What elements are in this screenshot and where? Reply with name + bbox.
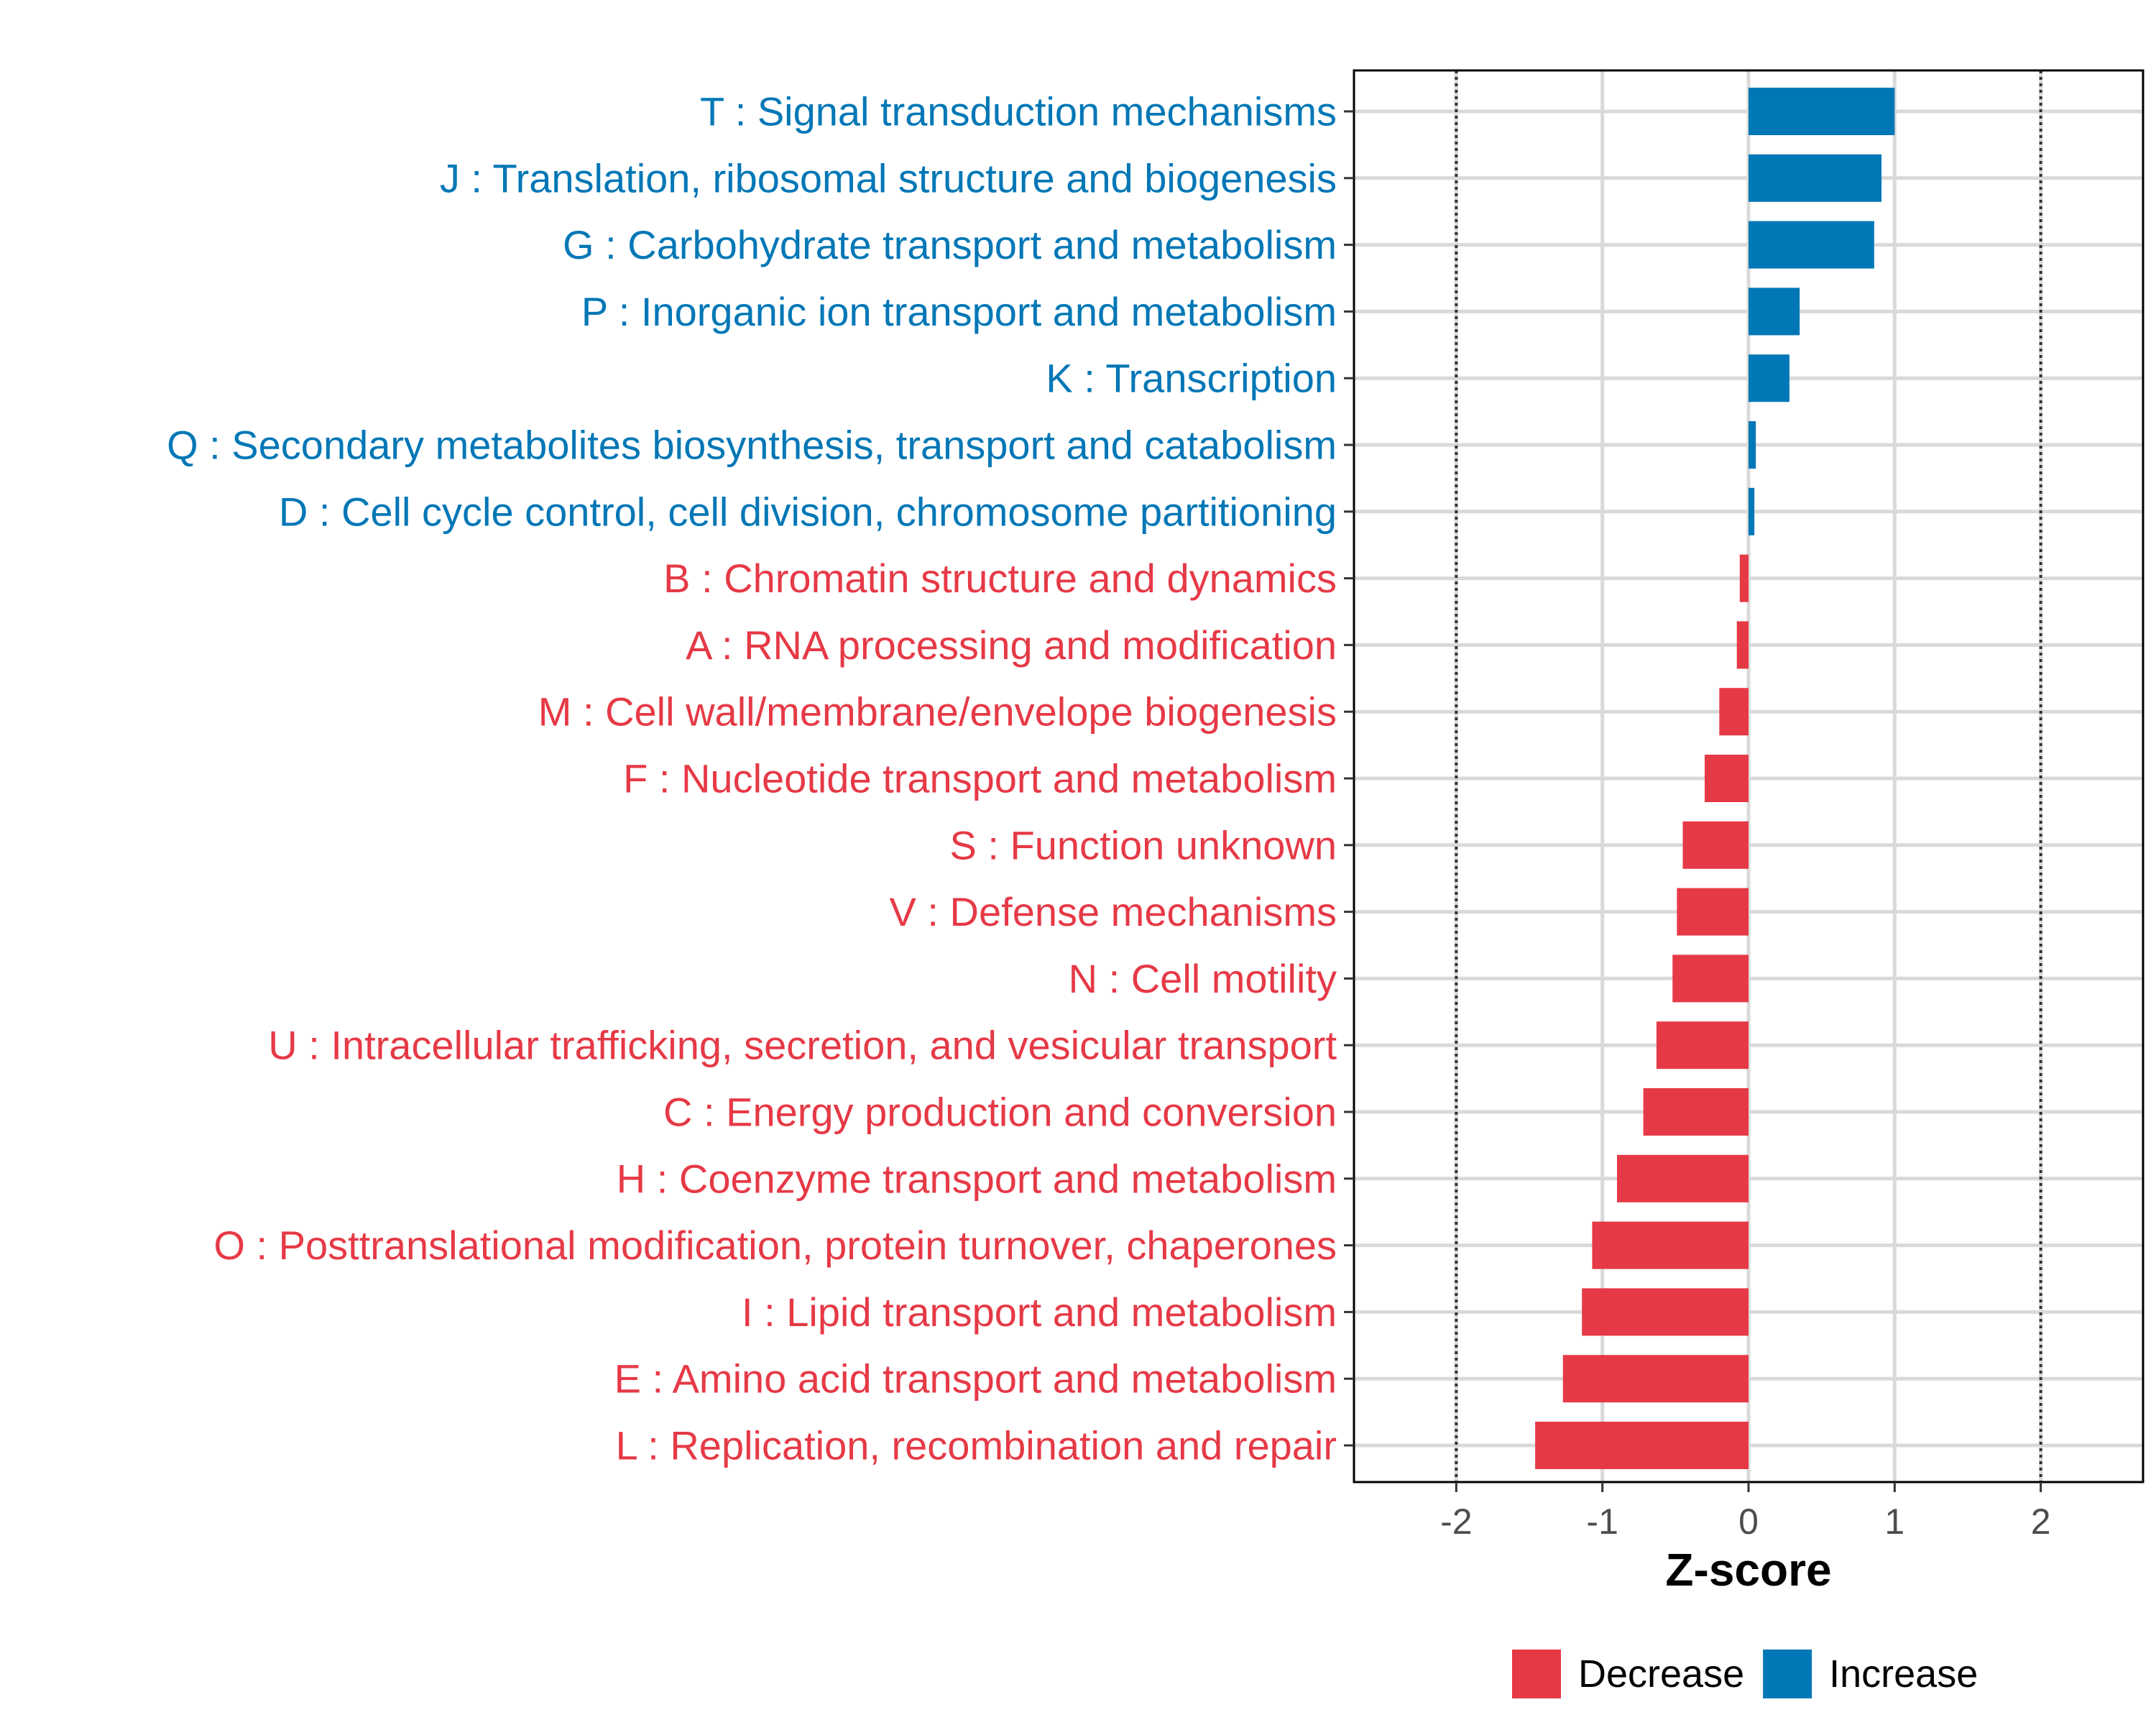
x-tick-label: 2: [2031, 1501, 2051, 1542]
bar: [1749, 221, 1874, 269]
category-label: I : Lipid transport and metabolism: [742, 1289, 1337, 1335]
x-tick-label: -2: [1440, 1501, 1472, 1542]
category-label: O : Posttranslational modification, prot…: [213, 1223, 1337, 1268]
category-label: F : Nucleotide transport and metabolism: [623, 756, 1337, 801]
category-label: C : Energy production and conversion: [663, 1090, 1337, 1135]
y-axis-category-labels: T : Signal transduction mechanisms J : Tr…: [167, 89, 1337, 1468]
category-label: T : Signal transduction mechanisms: [700, 89, 1337, 134]
bar: [1682, 821, 1749, 869]
bar: [1656, 1021, 1749, 1070]
category-label: L : Replication, recombination and repai…: [616, 1423, 1337, 1468]
legend-swatch-increase: [1763, 1650, 1812, 1698]
category-label: A : RNA processing and modification: [686, 622, 1337, 668]
legend: Decrease Increase: [1512, 1650, 1978, 1698]
bar: [1739, 554, 1749, 602]
bar: [1736, 621, 1749, 669]
bar: [1719, 688, 1749, 736]
bar: [1562, 1355, 1749, 1403]
legend-swatch-decrease: [1512, 1650, 1561, 1698]
legend-label-decrease: Decrease: [1578, 1652, 1744, 1696]
bar: [1749, 154, 1882, 202]
bar: [1749, 88, 1895, 135]
bar: [1582, 1288, 1749, 1336]
x-axis-title: Z-score: [1665, 1544, 1831, 1596]
category-label: D : Cell cycle control, cell division, c…: [279, 489, 1337, 534]
bar: [1749, 354, 1789, 402]
category-label: M : Cell wall/membrane/envelope biogenes…: [538, 689, 1337, 735]
category-label: P : Inorganic ion transport and metaboli…: [581, 289, 1337, 334]
category-label: K : Transcription: [1046, 356, 1337, 401]
bar: [1749, 487, 1755, 535]
x-tick-label: 0: [1738, 1501, 1759, 1542]
category-label: G : Carbohydrate transport and metabolis…: [563, 222, 1337, 267]
y-axis-ticks: [1344, 110, 1354, 1447]
bar: [1677, 888, 1749, 936]
x-tick-label: 1: [1884, 1501, 1904, 1542]
bar: [1749, 288, 1800, 336]
bars: [1535, 88, 1895, 1469]
bar: [1672, 954, 1749, 1003]
bar: [1643, 1088, 1749, 1136]
legend-label-increase: Increase: [1829, 1652, 1978, 1696]
x-axis-ticks: -2 -1 0 1 2: [1440, 1482, 2051, 1542]
bar: [1535, 1422, 1749, 1469]
category-label: B : Chromatin structure and dynamics: [663, 556, 1337, 601]
x-tick-label: -1: [1586, 1501, 1618, 1542]
category-label: J : Translation, ribosomal structure and…: [440, 155, 1337, 201]
category-label: E : Amino acid transport and metabolism: [614, 1356, 1337, 1402]
category-label: V : Defense mechanisms: [890, 889, 1337, 934]
category-label: U : Intracellular trafficking, secretion…: [268, 1023, 1337, 1068]
category-label: N : Cell motility: [1069, 956, 1337, 1001]
category-label: H : Coenzyme transport and metabolism: [617, 1156, 1337, 1201]
bar: [1705, 755, 1749, 802]
bar: [1617, 1154, 1749, 1202]
bar: [1749, 421, 1756, 469]
category-label: S : Function unknown: [949, 822, 1337, 868]
category-label: Q : Secondary metabolites biosynthesis, …: [167, 423, 1337, 468]
reference-lines: [1455, 70, 2042, 1482]
bar: [1592, 1221, 1749, 1269]
